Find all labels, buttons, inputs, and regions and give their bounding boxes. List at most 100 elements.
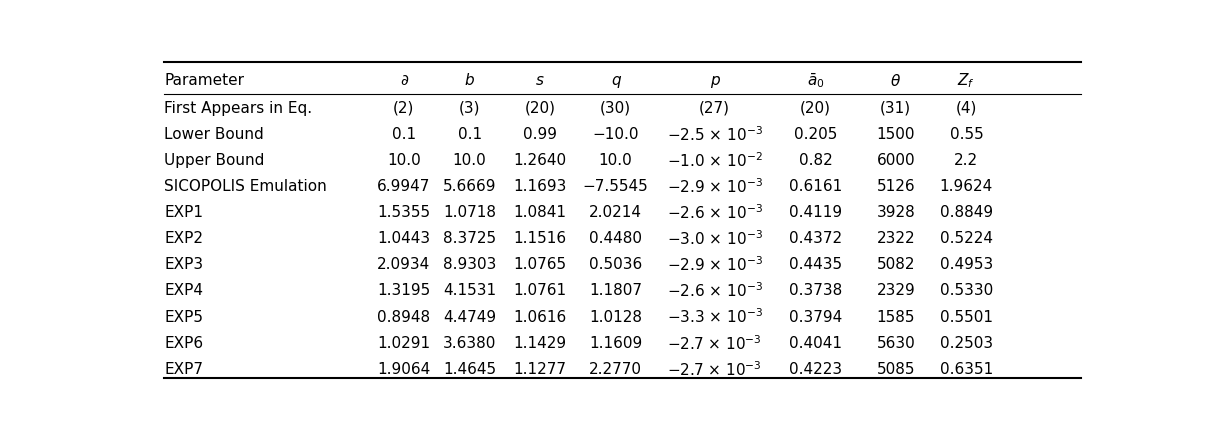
Text: 0.4953: 0.4953 bbox=[939, 257, 993, 272]
Text: 2322: 2322 bbox=[876, 231, 915, 246]
Text: 0.5501: 0.5501 bbox=[940, 309, 993, 324]
Text: 0.6351: 0.6351 bbox=[939, 361, 993, 376]
Text: 10.0: 10.0 bbox=[453, 152, 486, 168]
Text: 0.5036: 0.5036 bbox=[589, 257, 643, 272]
Text: EXP3: EXP3 bbox=[164, 257, 203, 272]
Text: (2): (2) bbox=[394, 100, 414, 115]
Text: −2.7 × 10$^{-3}$: −2.7 × 10$^{-3}$ bbox=[667, 333, 762, 352]
Text: 2329: 2329 bbox=[876, 283, 915, 298]
Text: 1.0443: 1.0443 bbox=[377, 231, 430, 246]
Text: 0.4372: 0.4372 bbox=[790, 231, 842, 246]
Text: −2.6 × 10$^{-3}$: −2.6 × 10$^{-3}$ bbox=[667, 203, 763, 221]
Text: 0.3738: 0.3738 bbox=[789, 283, 842, 298]
Text: 1.1807: 1.1807 bbox=[589, 283, 642, 298]
Text: 0.205: 0.205 bbox=[795, 126, 837, 141]
Text: SICOPOLIS Emulation: SICOPOLIS Emulation bbox=[164, 178, 327, 194]
Text: 0.55: 0.55 bbox=[949, 126, 983, 141]
Text: 0.4119: 0.4119 bbox=[790, 205, 842, 220]
Text: −2.9 × 10$^{-3}$: −2.9 × 10$^{-3}$ bbox=[667, 255, 763, 273]
Text: 6.9947: 6.9947 bbox=[377, 178, 430, 194]
Text: 0.82: 0.82 bbox=[798, 152, 832, 168]
Text: 1.0616: 1.0616 bbox=[514, 309, 567, 324]
Text: −10.0: −10.0 bbox=[593, 126, 639, 141]
Text: 0.2503: 0.2503 bbox=[940, 335, 993, 350]
Text: p: p bbox=[710, 73, 719, 88]
Text: 0.3794: 0.3794 bbox=[789, 309, 842, 324]
Text: 0.5224: 0.5224 bbox=[940, 231, 993, 246]
Text: −7.5545: −7.5545 bbox=[583, 178, 649, 194]
Text: 1.1609: 1.1609 bbox=[589, 335, 643, 350]
Text: 0.5330: 0.5330 bbox=[939, 283, 993, 298]
Text: 1.9064: 1.9064 bbox=[377, 361, 430, 376]
Text: −2.6 × 10$^{-3}$: −2.6 × 10$^{-3}$ bbox=[667, 281, 763, 299]
Text: (30): (30) bbox=[600, 100, 631, 115]
Text: −2.7 × 10$^{-3}$: −2.7 × 10$^{-3}$ bbox=[667, 359, 762, 378]
Text: 1.1429: 1.1429 bbox=[514, 335, 567, 350]
Text: 0.4223: 0.4223 bbox=[790, 361, 842, 376]
Text: 1.4645: 1.4645 bbox=[443, 361, 496, 376]
Text: 2.0934: 2.0934 bbox=[377, 257, 430, 272]
Text: 0.1: 0.1 bbox=[391, 126, 416, 141]
Text: 3.6380: 3.6380 bbox=[443, 335, 497, 350]
Text: (31): (31) bbox=[880, 100, 911, 115]
Text: 0.4435: 0.4435 bbox=[790, 257, 842, 272]
Text: 1.0761: 1.0761 bbox=[514, 283, 567, 298]
Text: 0.1: 0.1 bbox=[458, 126, 481, 141]
Text: First Appears in Eq.: First Appears in Eq. bbox=[164, 100, 312, 115]
Text: 1.0128: 1.0128 bbox=[589, 309, 642, 324]
Text: 1.1277: 1.1277 bbox=[514, 361, 566, 376]
Text: 5085: 5085 bbox=[876, 361, 915, 376]
Text: 0.4041: 0.4041 bbox=[790, 335, 842, 350]
Text: $Z_f$: $Z_f$ bbox=[957, 71, 976, 90]
Text: −1.0 × 10$^{-2}$: −1.0 × 10$^{-2}$ bbox=[667, 151, 762, 169]
Text: (20): (20) bbox=[801, 100, 831, 115]
Text: 5630: 5630 bbox=[876, 335, 915, 350]
Text: EXP6: EXP6 bbox=[164, 335, 203, 350]
Text: 1.5355: 1.5355 bbox=[377, 205, 430, 220]
Text: (4): (4) bbox=[956, 100, 977, 115]
Text: 8.3725: 8.3725 bbox=[443, 231, 496, 246]
Text: 10.0: 10.0 bbox=[599, 152, 633, 168]
Text: 1.0765: 1.0765 bbox=[514, 257, 567, 272]
Text: EXP1: EXP1 bbox=[164, 205, 203, 220]
Text: EXP2: EXP2 bbox=[164, 231, 203, 246]
Text: 8.9303: 8.9303 bbox=[443, 257, 497, 272]
Text: 2.2: 2.2 bbox=[954, 152, 978, 168]
Text: 1.0841: 1.0841 bbox=[514, 205, 566, 220]
Text: 1.2640: 1.2640 bbox=[514, 152, 567, 168]
Text: EXP4: EXP4 bbox=[164, 283, 203, 298]
Text: 5.6669: 5.6669 bbox=[443, 178, 497, 194]
Text: 5082: 5082 bbox=[876, 257, 915, 272]
Text: (20): (20) bbox=[525, 100, 555, 115]
Text: 0.6161: 0.6161 bbox=[789, 178, 842, 194]
Text: 0.99: 0.99 bbox=[524, 126, 558, 141]
Text: −3.3 × 10$^{-3}$: −3.3 × 10$^{-3}$ bbox=[667, 307, 763, 326]
Text: 2.0214: 2.0214 bbox=[589, 205, 642, 220]
Text: −3.0 × 10$^{-3}$: −3.0 × 10$^{-3}$ bbox=[667, 229, 763, 247]
Text: 10.0: 10.0 bbox=[386, 152, 420, 168]
Text: −2.5 × 10$^{-3}$: −2.5 × 10$^{-3}$ bbox=[667, 125, 763, 143]
Text: 1.0718: 1.0718 bbox=[443, 205, 496, 220]
Text: $\theta$: $\theta$ bbox=[891, 72, 902, 89]
Text: −2.9 × 10$^{-3}$: −2.9 × 10$^{-3}$ bbox=[667, 177, 763, 195]
Text: 1.0291: 1.0291 bbox=[377, 335, 430, 350]
Text: 5126: 5126 bbox=[876, 178, 915, 194]
Text: q: q bbox=[611, 73, 621, 88]
Text: 0.8948: 0.8948 bbox=[377, 309, 430, 324]
Text: 1.9624: 1.9624 bbox=[939, 178, 993, 194]
Text: 1500: 1500 bbox=[876, 126, 915, 141]
Text: $\bar{a}_0$: $\bar{a}_0$ bbox=[807, 71, 825, 90]
Text: 4.4749: 4.4749 bbox=[443, 309, 496, 324]
Text: ∂: ∂ bbox=[400, 73, 408, 88]
Text: (27): (27) bbox=[699, 100, 730, 115]
Text: 0.8849: 0.8849 bbox=[940, 205, 993, 220]
Text: Upper Bound: Upper Bound bbox=[164, 152, 265, 168]
Text: EXP5: EXP5 bbox=[164, 309, 203, 324]
Text: 4.1531: 4.1531 bbox=[443, 283, 496, 298]
Text: 1.1516: 1.1516 bbox=[514, 231, 567, 246]
Text: Parameter: Parameter bbox=[164, 73, 244, 88]
Text: 1.3195: 1.3195 bbox=[377, 283, 430, 298]
Text: s: s bbox=[536, 73, 544, 88]
Text: 2.2770: 2.2770 bbox=[589, 361, 642, 376]
Text: 1.1693: 1.1693 bbox=[514, 178, 567, 194]
